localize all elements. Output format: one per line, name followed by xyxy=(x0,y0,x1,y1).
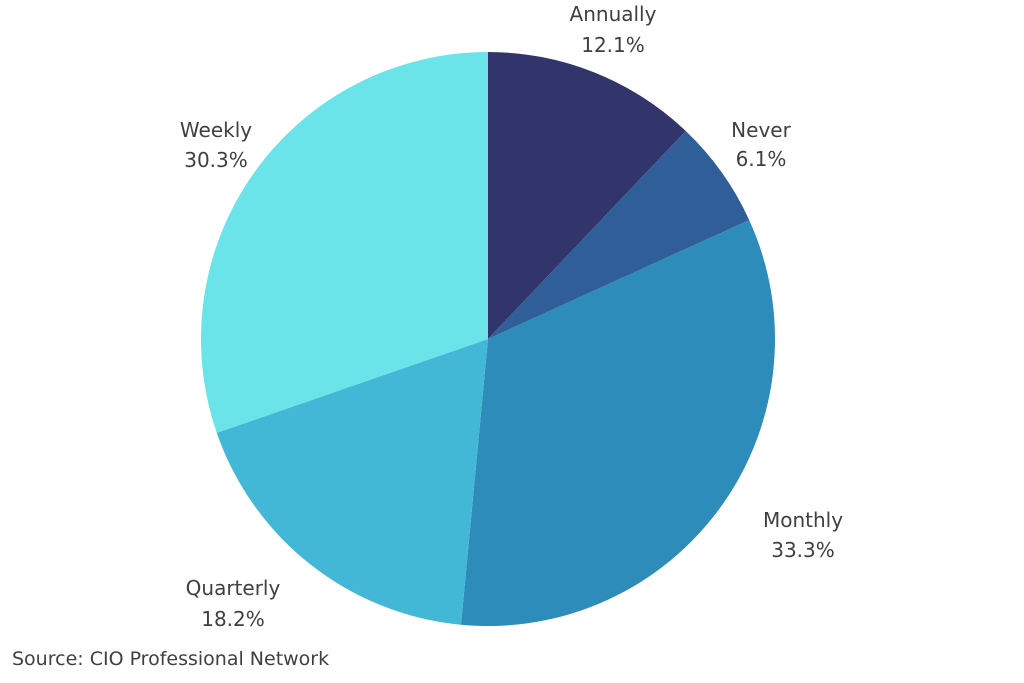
slice-label-weekly: Weekly xyxy=(180,118,252,142)
pie-slice-annually xyxy=(488,52,686,339)
slice-label-monthly: Monthly xyxy=(763,508,843,532)
pie-slice-quarterly xyxy=(216,339,488,625)
pie-slices xyxy=(201,52,776,627)
pie-slice-monthly xyxy=(460,220,776,627)
slice-label-quarterly: Quarterly xyxy=(186,576,281,600)
slice-value-weekly: 30.3% xyxy=(184,148,248,172)
slice-label-annually: Annually xyxy=(570,2,657,26)
slice-label-never: Never xyxy=(731,118,791,142)
source-note: Source: CIO Professional Network xyxy=(12,648,330,670)
slice-value-monthly: 33.3% xyxy=(771,538,835,562)
pie-slice-weekly xyxy=(201,52,488,433)
slice-value-quarterly: 18.2% xyxy=(201,607,265,631)
slice-value-annually: 12.1% xyxy=(581,33,645,57)
slice-labels: Annually 12.1% Never 6.1% Monthly 33.3% Quarte… xyxy=(180,2,843,631)
slice-value-never: 6.1% xyxy=(736,147,787,171)
pie-slice-never xyxy=(488,131,750,339)
